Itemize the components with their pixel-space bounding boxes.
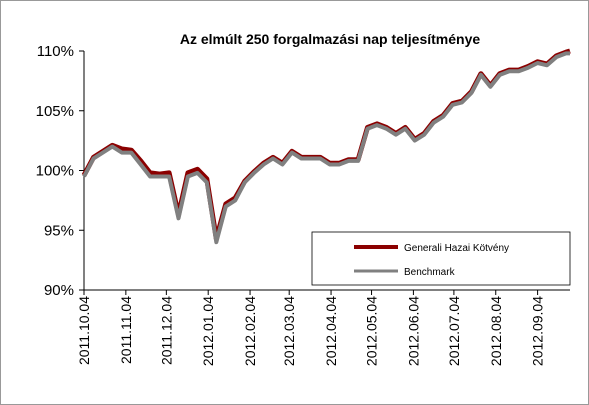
y-tick-label: 110%	[37, 43, 74, 60]
series-line	[82, 51, 570, 245]
y-tick-label: 90%	[44, 282, 74, 299]
x-tick-label: 2012.04.04	[323, 296, 339, 366]
x-tick-label: 2012.07.04	[446, 296, 462, 366]
legend-box	[311, 231, 571, 286]
chart-title: Az elmúlt 250 forgalmazási nap teljesítm…	[180, 31, 481, 47]
legend-label: Generali Hazai Kötvény	[404, 243, 509, 254]
x-tick-label: 2012.05.04	[364, 296, 380, 366]
x-tick-label: 2011.12.04	[158, 296, 174, 365]
legend-label: Benchmark	[404, 267, 456, 278]
x-tick-label: 2011.11.04	[118, 296, 134, 364]
x-tick-label: 2012.06.04	[405, 296, 421, 366]
y-tick-label: 105%	[36, 103, 74, 120]
y-tick-label: 100%	[36, 163, 74, 180]
x-tick-label: 2012.01.04	[200, 296, 216, 366]
y-tick-label: 95%	[44, 222, 74, 239]
x-tick-label: 2012.09.04	[530, 296, 546, 366]
x-tick-label: 2012.08.04	[488, 296, 504, 366]
x-tick-label: 2011.10.04	[76, 296, 92, 365]
x-tick-label: 2012.02.04	[242, 296, 258, 366]
x-tick-label: 2012.03.04	[281, 296, 297, 366]
